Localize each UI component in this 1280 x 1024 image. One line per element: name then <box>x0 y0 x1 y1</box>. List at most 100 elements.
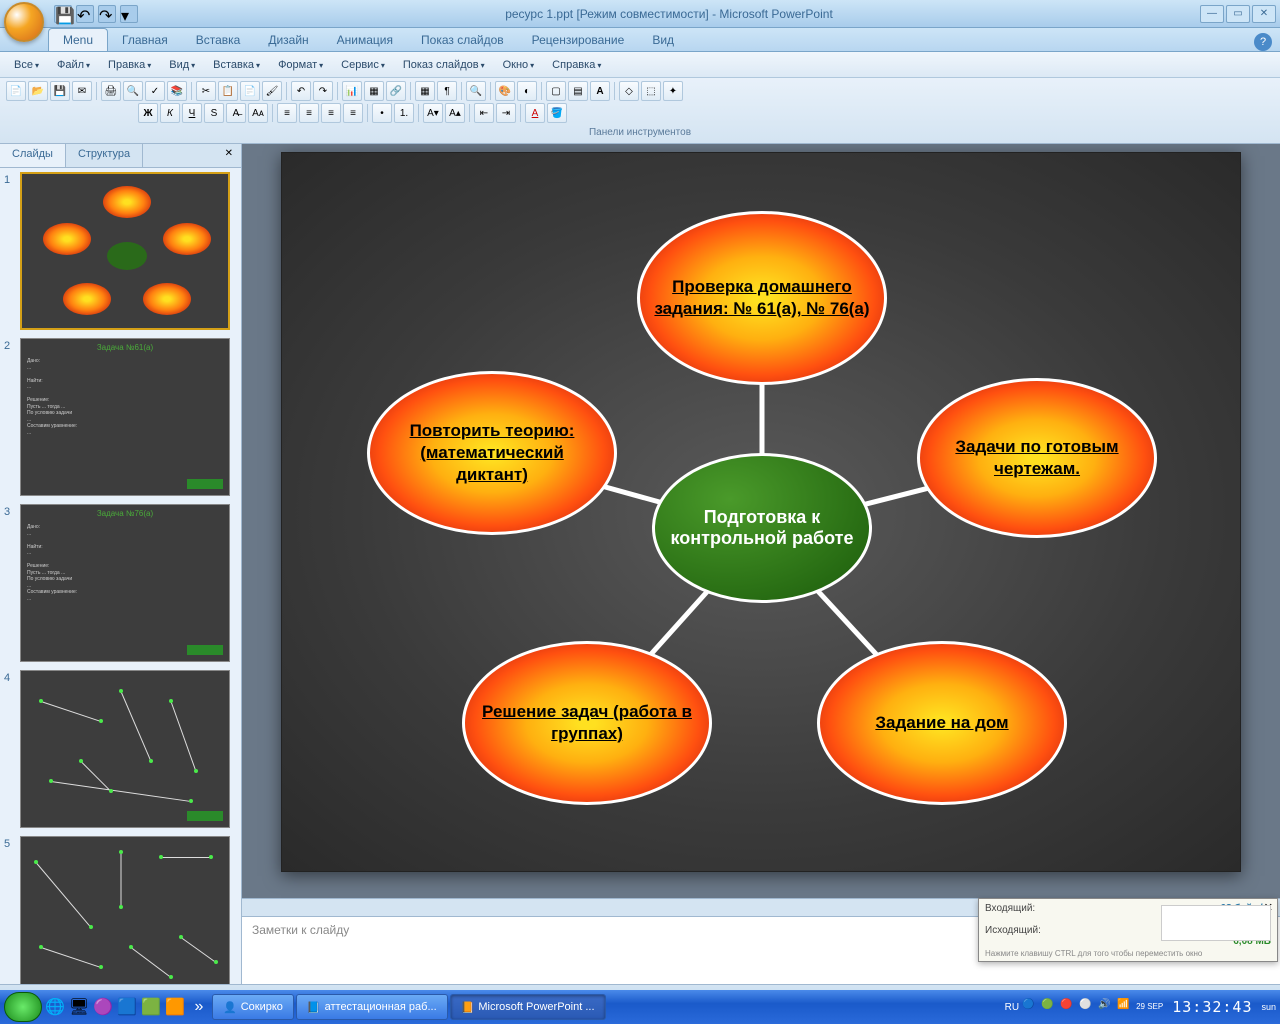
decrease-font-icon[interactable]: A▾ <box>423 103 443 123</box>
ribbon-tab-view[interactable]: Вид <box>638 29 688 51</box>
numbering-icon[interactable]: 1. <box>394 103 414 123</box>
bold-icon[interactable]: Ж <box>138 103 158 123</box>
font-color-icon[interactable]: A <box>525 103 545 123</box>
ribbon-tab-home[interactable]: Главная <box>108 29 182 51</box>
task-user[interactable]: 👤 Сокирко <box>212 994 294 1020</box>
slide[interactable]: Подготовка к контрольной работе Проверка … <box>281 152 1241 872</box>
increase-font-icon[interactable]: A▴ <box>445 103 465 123</box>
slide-thumbnail[interactable] <box>20 670 230 828</box>
format-painter-icon[interactable]: 🖌 <box>262 81 282 101</box>
diagram-node-3[interactable]: Решение задач (работа в группах) <box>462 641 712 805</box>
menu-insert[interactable]: Вставка▾ <box>205 56 268 74</box>
menu-slideshow[interactable]: Показ слайдов▾ <box>395 56 493 74</box>
open-icon[interactable]: 📂 <box>28 81 48 101</box>
slide-thumbnail[interactable]: Задача №76(а)Дано:...Найти:...Решение:Пу… <box>20 504 230 662</box>
new-slide-icon[interactable]: ▢ <box>546 81 566 101</box>
zoom-icon[interactable]: 🔍 <box>466 81 486 101</box>
quick-styles-icon[interactable]: ✦ <box>663 81 683 101</box>
cut-icon[interactable]: ✂ <box>196 81 216 101</box>
justify-icon[interactable]: ≡ <box>343 103 363 123</box>
chart-icon[interactable]: 📊 <box>342 81 362 101</box>
slide-thumbnail[interactable] <box>20 172 230 330</box>
diagram-node-0[interactable]: Проверка домашнего задания: № 61(а), № 7… <box>637 211 887 385</box>
redo-icon[interactable]: ↷ <box>313 81 333 101</box>
menu-help[interactable]: Справка▾ <box>544 56 609 74</box>
close-button[interactable]: ✕ <box>1252 5 1276 23</box>
increase-indent-icon[interactable]: ⇥ <box>496 103 516 123</box>
tables-borders-icon[interactable]: ▦ <box>415 81 435 101</box>
tray-lang[interactable]: RU <box>1005 1002 1019 1013</box>
mail-icon[interactable]: ✉ <box>72 81 92 101</box>
ribbon-tab-review[interactable]: Рецензирование <box>518 29 639 51</box>
menu-file[interactable]: Файл▾ <box>49 56 98 74</box>
new-icon[interactable]: 📄 <box>6 81 26 101</box>
save-icon[interactable]: 💾 <box>54 5 72 23</box>
tab-outline[interactable]: Структура <box>66 144 143 167</box>
align-center-icon[interactable]: ≡ <box>299 103 319 123</box>
strikethrough-icon[interactable]: A̶ <box>226 103 246 123</box>
tray-icon[interactable]: 🔴 <box>1060 999 1076 1015</box>
arrange-icon[interactable]: ⬚ <box>641 81 661 101</box>
diagram-node-1[interactable]: Повторить теорию: (математический диктан… <box>367 371 617 535</box>
spell-icon[interactable]: ✓ <box>145 81 165 101</box>
slide-thumbnail[interactable] <box>20 836 230 984</box>
print-icon[interactable]: 🖨 <box>101 81 121 101</box>
tray-clock[interactable]: 13:32:43 <box>1166 998 1258 1016</box>
help-icon[interactable]: ? <box>1254 33 1272 51</box>
paste-icon[interactable]: 📄 <box>240 81 260 101</box>
show-hide-icon[interactable]: ¶ <box>437 81 457 101</box>
menu-format[interactable]: Формат▾ <box>270 56 331 74</box>
color-icon[interactable]: 🎨 <box>495 81 515 101</box>
align-left-icon[interactable]: ≡ <box>277 103 297 123</box>
diagram-center[interactable]: Подготовка к контрольной работе <box>652 453 872 603</box>
tray-network-icon[interactable]: 📶 <box>1117 999 1133 1015</box>
tray-icon[interactable]: 🔵 <box>1022 999 1038 1015</box>
ribbon-tab-menu[interactable]: Menu <box>48 28 108 51</box>
menu-edit[interactable]: Правка▾ <box>100 56 159 74</box>
hyperlink-icon[interactable]: 🔗 <box>386 81 406 101</box>
menu-all[interactable]: Все▾ <box>6 56 47 74</box>
ql-ie-icon[interactable]: 🌐 <box>44 995 66 1019</box>
ql-app2-icon[interactable]: 🟩 <box>140 995 162 1019</box>
copy-icon[interactable]: 📋 <box>218 81 238 101</box>
grayscale-icon[interactable]: ◐ <box>517 81 537 101</box>
bullets-icon[interactable]: • <box>372 103 392 123</box>
char-spacing-icon[interactable]: Aᴀ <box>248 103 268 123</box>
ribbon-tab-slideshow[interactable]: Показ слайдов <box>407 29 518 51</box>
start-button[interactable] <box>4 992 42 1022</box>
table-icon[interactable]: ▦ <box>364 81 384 101</box>
preview-icon[interactable]: 🔍 <box>123 81 143 101</box>
undo-icon[interactable]: ↶ <box>76 5 94 23</box>
ribbon-tab-design[interactable]: Дизайн <box>254 29 322 51</box>
ql-app3-icon[interactable]: 🟧 <box>164 995 186 1019</box>
panel-close-icon[interactable]: ✕ <box>217 144 241 167</box>
shapes-icon[interactable]: ◇ <box>619 81 639 101</box>
tray-icon[interactable]: ⚪ <box>1079 999 1095 1015</box>
align-right-icon[interactable]: ≡ <box>321 103 341 123</box>
tab-slides[interactable]: Слайды <box>0 144 66 167</box>
menu-view[interactable]: Вид▾ <box>161 56 203 74</box>
menu-tools[interactable]: Сервис▾ <box>333 56 393 74</box>
qat-dropdown-icon[interactable]: ▾ <box>120 5 138 23</box>
tray-icon[interactable]: 🟢 <box>1041 999 1057 1015</box>
ribbon-tab-insert[interactable]: Вставка <box>182 29 255 51</box>
task-powerpoint[interactable]: 📙 Microsoft PowerPoint ... <box>450 994 606 1020</box>
save-icon[interactable]: 💾 <box>50 81 70 101</box>
ribbon-tab-animation[interactable]: Анимация <box>323 29 407 51</box>
diagram-node-4[interactable]: Задание на дом <box>817 641 1067 805</box>
office-button[interactable] <box>4 2 44 42</box>
task-word[interactable]: 📘 аттестационная раб... <box>296 994 448 1020</box>
slide-thumbnail[interactable]: Задача №61(а)Дано:...Найти:...Решение:Пу… <box>20 338 230 496</box>
menu-window[interactable]: Окно▾ <box>495 56 543 74</box>
decrease-indent-icon[interactable]: ⇤ <box>474 103 494 123</box>
layout-icon[interactable]: ▤ <box>568 81 588 101</box>
minimize-button[interactable]: — <box>1200 5 1224 23</box>
tray-volume-icon[interactable]: 🔊 <box>1098 999 1114 1015</box>
design-icon[interactable]: A <box>590 81 610 101</box>
research-icon[interactable]: 📚 <box>167 81 187 101</box>
ql-app1-icon[interactable]: 🟦 <box>116 995 138 1019</box>
ql-media-icon[interactable]: 🟣 <box>92 995 114 1019</box>
redo-icon[interactable]: ↷ <box>98 5 116 23</box>
diagram-node-2[interactable]: Задачи по готовым чертежам. <box>917 378 1157 538</box>
network-monitor[interactable]: ✕ Входящий: 68 байт / с 64,3 МБ Исходящи… <box>978 898 1278 962</box>
